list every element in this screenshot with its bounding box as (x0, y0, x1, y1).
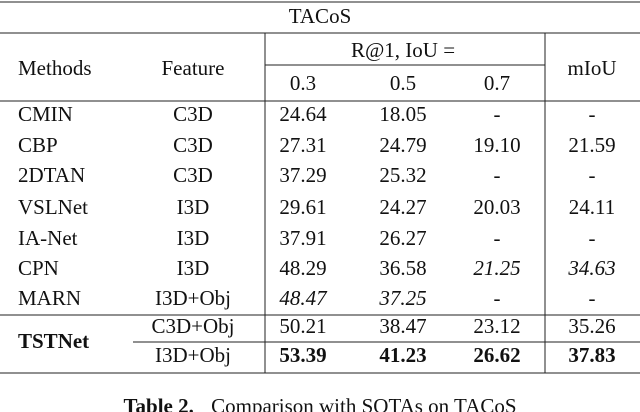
method-cell: 2DTAN (18, 163, 85, 187)
method-cell: VSLNet (18, 195, 88, 219)
value-cell: 24.27 (379, 195, 426, 219)
header-cell: Methods (18, 56, 92, 80)
feature-cell: I3D+Obj (155, 286, 231, 310)
table-title: TACoS (289, 4, 352, 28)
caption-label: Table 2. (123, 394, 193, 412)
caption-text: Comparison with SOTAs on TACoS (211, 394, 516, 412)
method-cell: MARN (18, 286, 81, 310)
value-cell: 41.23 (379, 343, 426, 367)
feature-cell: C3D (173, 163, 213, 187)
method-cell: CBP (18, 133, 58, 157)
feature-cell: I3D (177, 195, 210, 219)
value-cell: 37.91 (279, 226, 326, 250)
value-cell: 21.25 (473, 256, 520, 280)
header-cell: Feature (162, 56, 225, 80)
value-cell: 24.11 (569, 195, 615, 219)
value-cell: 26.27 (379, 226, 426, 250)
value-cell: 34.63 (567, 256, 615, 280)
value-cell: 29.61 (279, 195, 326, 219)
feature-cell: I3D+Obj (155, 343, 231, 367)
header-cell: 0.7 (484, 71, 510, 95)
value-cell: 24.64 (279, 102, 327, 126)
value-cell: 25.32 (379, 163, 426, 187)
caption: Table 2. Comparison with SOTAs on TACoS (123, 394, 516, 412)
value-cell: 48.29 (279, 256, 326, 280)
value-cell: - (589, 102, 596, 126)
value-cell: - (494, 226, 501, 250)
header-cell: 0.5 (390, 71, 416, 95)
value-cell: - (494, 102, 501, 126)
header-cell: 0.3 (290, 71, 316, 95)
header-cell: R@1, IoU = (351, 38, 455, 62)
feature-cell: I3D (177, 256, 210, 280)
method-cell: CPN (18, 256, 59, 280)
method-cell: IA-Net (18, 226, 78, 250)
value-cell: 38.47 (379, 314, 426, 338)
method-cell: CMIN (18, 102, 73, 126)
value-cell: 21.59 (568, 133, 615, 157)
value-cell: - (494, 286, 501, 310)
value-cell: 48.47 (279, 286, 328, 310)
feature-cell: I3D (177, 226, 210, 250)
value-cell: 18.05 (379, 102, 426, 126)
value-cell: - (589, 226, 596, 250)
header-cell: mIoU (568, 56, 617, 80)
value-cell: 36.58 (379, 256, 426, 280)
feature-cell: C3D+Obj (151, 314, 234, 338)
value-cell: 37.29 (279, 163, 326, 187)
value-cell: - (589, 286, 596, 310)
value-cell: 19.10 (473, 133, 520, 157)
value-cell: 37.83 (568, 343, 615, 367)
feature-cell: C3D (173, 102, 213, 126)
value-cell: 53.39 (279, 343, 326, 367)
value-cell: - (494, 163, 501, 187)
value-cell: - (589, 163, 596, 187)
value-cell: 20.03 (473, 195, 520, 219)
value-cell: 26.62 (473, 343, 520, 367)
value-cell: 23.12 (473, 314, 520, 338)
value-cell: 50.21 (279, 314, 326, 338)
value-cell: 27.31 (279, 133, 326, 157)
method-cell: TSTNet (18, 329, 89, 353)
value-cell: 24.79 (379, 133, 426, 157)
value-cell: 37.25 (378, 286, 426, 310)
value-cell: 35.26 (568, 314, 615, 338)
feature-cell: C3D (173, 133, 213, 157)
